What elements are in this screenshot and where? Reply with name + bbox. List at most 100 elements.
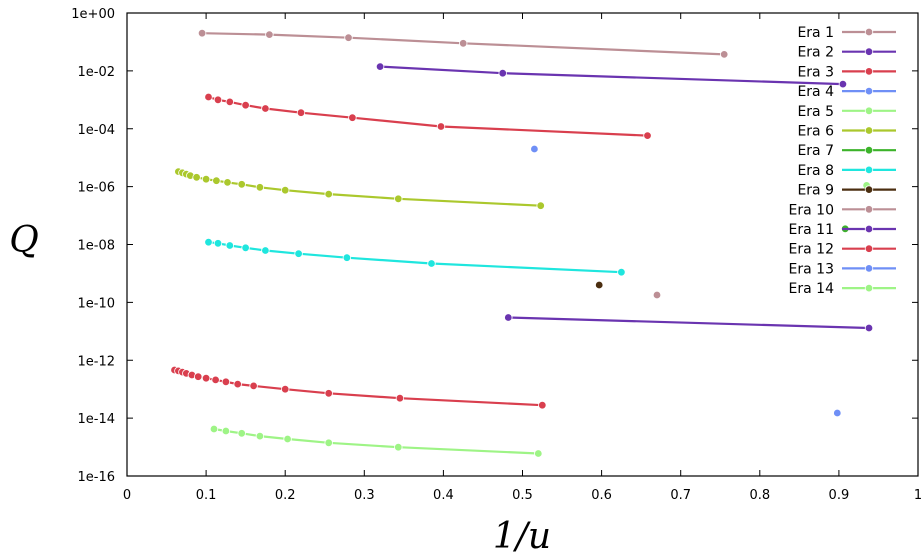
data-point (394, 443, 403, 452)
x-tick-label: 0.8 (749, 488, 770, 503)
series-6 (174, 167, 545, 210)
y-axis-title: Q (9, 220, 39, 261)
x-tick-label: 0.5 (512, 488, 533, 503)
series-3 (204, 92, 652, 140)
data-point (348, 113, 357, 122)
legend-label: Era 14 (789, 281, 835, 297)
legend: Era 1 Era 2 Era 3 Era 4 Era 5 Era 6 Era 7 Era 8… (789, 25, 896, 297)
series-14 (209, 424, 543, 458)
legend-label: Era 9 (797, 183, 834, 199)
legend-marker (864, 27, 874, 37)
data-point (261, 104, 270, 113)
data-point (530, 144, 539, 154)
data-point (221, 426, 231, 436)
series-line (213, 427, 539, 455)
data-point (265, 30, 274, 39)
legend-label: Era 8 (797, 163, 834, 179)
series-1 (197, 29, 729, 59)
x-tick-label: 0 (123, 488, 131, 503)
legend-label: Era 4 (797, 84, 834, 100)
data-point (201, 374, 211, 383)
legend-marker (864, 264, 874, 273)
legend-marker (864, 106, 874, 115)
legend-marker (864, 47, 874, 56)
data-point (283, 434, 292, 444)
x-tick-label: 1 (914, 488, 922, 503)
series-2 (375, 62, 848, 89)
series-11 (504, 313, 874, 333)
data-point (833, 408, 842, 418)
data-point (241, 243, 250, 252)
legend-marker (864, 185, 874, 194)
legend-marker (864, 86, 874, 96)
series-10 (652, 290, 662, 300)
data-point (223, 178, 232, 187)
data-point (204, 237, 213, 247)
data-point (504, 313, 513, 322)
data-point (436, 122, 446, 131)
series-line (208, 241, 622, 274)
data-point (237, 180, 246, 189)
legend-label: Era 13 (789, 261, 834, 277)
x-tick-label: 0.4 (433, 488, 454, 503)
legend-label: Era 6 (797, 124, 834, 140)
data-point (204, 92, 213, 102)
y-tick-label: 1e-16 (77, 470, 115, 485)
legend-label: Era 11 (789, 222, 834, 238)
data-point (375, 62, 385, 71)
x-tick-label: 0.2 (275, 488, 296, 503)
data-point (652, 290, 662, 300)
data-point (538, 401, 547, 410)
legend-marker (864, 224, 874, 234)
data-point (211, 375, 220, 385)
series-4 (530, 144, 539, 154)
series-layer (170, 29, 874, 458)
series-8 (204, 237, 626, 277)
legend-marker (864, 67, 874, 76)
y-tick-label: 1e-10 (77, 296, 115, 311)
x-tick-label: 0.9 (829, 488, 850, 503)
data-point (281, 385, 290, 394)
data-point (324, 189, 333, 199)
legend-marker (864, 244, 874, 253)
legend-marker (864, 165, 874, 175)
series-9 (595, 280, 604, 290)
data-point (427, 259, 436, 268)
legend-label: Era 7 (797, 143, 834, 159)
series-line (208, 95, 648, 137)
x-tick-label: 0.3 (354, 488, 375, 503)
legend-label: Era 10 (789, 202, 834, 218)
data-point (261, 246, 270, 255)
series-13 (833, 408, 842, 418)
y-tick-label: 1e-06 (77, 181, 115, 196)
data-point (344, 33, 353, 42)
y-tick-label: 1e-14 (77, 412, 115, 427)
data-point (294, 249, 303, 258)
legend-label: Era 2 (797, 45, 834, 61)
data-point (617, 268, 626, 277)
data-point (296, 108, 306, 117)
data-point (249, 381, 258, 391)
y-tick-label: 1e-12 (77, 354, 115, 369)
data-point (534, 449, 543, 458)
legend-label: Era 3 (797, 64, 834, 80)
data-point (221, 377, 231, 386)
legend-marker (864, 205, 874, 214)
x-axis-title: 1/u (493, 516, 551, 556)
data-point (395, 394, 405, 403)
series-line (178, 170, 541, 207)
data-point (255, 431, 265, 441)
legend-marker (864, 283, 874, 293)
y-tick-label: 1e-08 (77, 239, 115, 254)
series-12 (170, 365, 547, 410)
data-point (213, 95, 223, 104)
legend-marker (864, 126, 874, 135)
data-point (201, 174, 211, 184)
data-point (342, 253, 352, 262)
data-point (241, 100, 250, 110)
data-point (720, 50, 729, 59)
data-point (192, 173, 201, 182)
data-point (225, 97, 234, 107)
series-line (380, 65, 843, 86)
